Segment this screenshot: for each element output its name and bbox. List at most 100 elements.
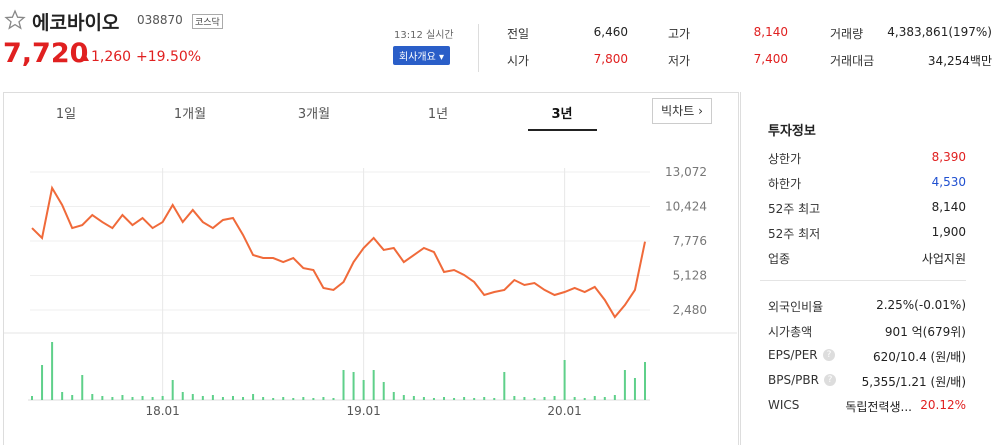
- volume-bar: [402, 395, 405, 400]
- big-chart-button[interactable]: 빅차트 ›: [652, 98, 712, 124]
- info-value: 620/10.4 (원/배): [873, 350, 966, 364]
- volume-bar: [573, 397, 576, 400]
- info-label: EPS/PER: [768, 348, 818, 362]
- volume-bar: [272, 398, 275, 400]
- company-button[interactable]: 회사개요 ▾: [393, 46, 451, 65]
- volume-bar: [302, 397, 305, 400]
- volume-bar: [322, 397, 325, 400]
- volume-bar: [171, 380, 174, 400]
- volume-bar: [493, 398, 496, 400]
- favorite-star[interactable]: [4, 9, 26, 31]
- volume-bar: [483, 397, 486, 400]
- chart-tab[interactable]: 3년: [551, 107, 573, 122]
- change-pct: +19.50%: [136, 49, 202, 65]
- chart-tab[interactable]: 1개월: [173, 107, 207, 122]
- volume-bar: [131, 397, 134, 400]
- quote-label: 고가: [668, 27, 691, 41]
- volume-bar: [282, 397, 285, 400]
- volume-bar: [51, 342, 54, 400]
- volume-bar: [91, 394, 94, 400]
- info-value: 2.25%(-0.01%): [876, 298, 966, 312]
- volume-bar: [71, 395, 74, 400]
- x-tick-label: 20.01: [547, 404, 581, 418]
- info-value: 독립전력생...: [845, 400, 912, 414]
- volume-bar: [161, 396, 164, 400]
- volume-bar: [252, 394, 255, 400]
- info-value: 901 억(679위): [884, 325, 966, 339]
- x-tick-label: 19.01: [346, 404, 380, 418]
- volume-bar: [312, 398, 315, 400]
- chart-tab[interactable]: 1일: [55, 107, 77, 122]
- chart-tab[interactable]: 3개월: [297, 107, 331, 122]
- volume-bar: [191, 394, 194, 400]
- volume-bar: [262, 397, 265, 400]
- info-extra: 20.12%: [920, 398, 966, 412]
- volume-bar: [543, 397, 546, 400]
- volume-bar: [61, 392, 64, 400]
- info-label: 하한가: [768, 177, 802, 191]
- stock-code: 038870: [137, 13, 183, 27]
- info-value: 4,530: [931, 175, 966, 189]
- quote-label: 거래량: [830, 27, 864, 41]
- price: 7,720: [3, 38, 89, 69]
- y-tick-label: 5,128: [673, 269, 707, 283]
- volume-bar: [553, 396, 556, 400]
- volume-bar: [453, 398, 456, 400]
- stock-name: 에코바이오: [32, 12, 120, 34]
- volume-bar: [623, 370, 626, 400]
- volume-bar: [463, 397, 466, 400]
- volume-bar: [332, 398, 335, 400]
- volume-bar: [412, 396, 415, 400]
- chart-tab[interactable]: 1년: [427, 107, 449, 122]
- divider: [478, 24, 479, 72]
- help-icon[interactable]: ?: [823, 349, 835, 361]
- info-value: 1,900: [931, 225, 966, 239]
- help-icon[interactable]: ?: [824, 374, 836, 386]
- volume-bar: [563, 360, 566, 400]
- info-divider: [760, 280, 966, 281]
- volume-bar: [242, 397, 245, 400]
- up-arrow: [79, 52, 89, 61]
- info-label: BPS/PBR: [768, 373, 819, 387]
- info-label: 외국인비율: [768, 300, 824, 314]
- quote-value: 7,400: [753, 52, 788, 66]
- volume-bar: [201, 396, 204, 400]
- y-tick-label: 2,480: [673, 303, 707, 317]
- chart-box: [3, 92, 739, 445]
- quote-label: 거래대금: [830, 54, 875, 68]
- volume-bar: [342, 370, 345, 400]
- quote-value: 8,140: [753, 25, 788, 39]
- y-tick-label: 7,776: [673, 234, 707, 248]
- volume-bar: [382, 382, 385, 400]
- volume-bar: [221, 397, 224, 400]
- volume-bar: [432, 398, 435, 400]
- x-tick-label: 18.01: [145, 404, 179, 418]
- volume-bar: [211, 395, 214, 400]
- volume-bar: [523, 397, 526, 400]
- volume-bar: [231, 396, 234, 400]
- info-value: 8,390: [931, 150, 966, 164]
- volume-bar: [644, 362, 646, 400]
- big-chart-text: 빅차트: [661, 104, 695, 118]
- volume-bar: [613, 395, 616, 400]
- quote-value: 7,800: [593, 52, 628, 66]
- volume-bar: [292, 398, 295, 400]
- change: 1,260: [91, 49, 132, 65]
- info-value: 5,355/1.21 (원/배): [861, 375, 966, 389]
- quote-value: 4,383,861(197%): [887, 25, 992, 39]
- volume-bar: [422, 397, 425, 400]
- volume-bar: [111, 397, 114, 400]
- info-label: 52주 최고: [768, 202, 821, 216]
- info-label: 52주 최저: [768, 227, 821, 241]
- time: 13:12 실시간: [394, 30, 454, 41]
- volume-bar: [372, 370, 375, 400]
- volume-bar: [41, 365, 44, 400]
- volume-bar: [473, 398, 476, 400]
- y-tick-label: 10,424: [665, 200, 707, 214]
- market-badge: 코스닥: [192, 14, 223, 29]
- volume-bar: [121, 395, 124, 400]
- quote-value: 34,254백만: [927, 54, 992, 68]
- info-panel: [740, 92, 998, 445]
- volume-bar: [593, 396, 596, 400]
